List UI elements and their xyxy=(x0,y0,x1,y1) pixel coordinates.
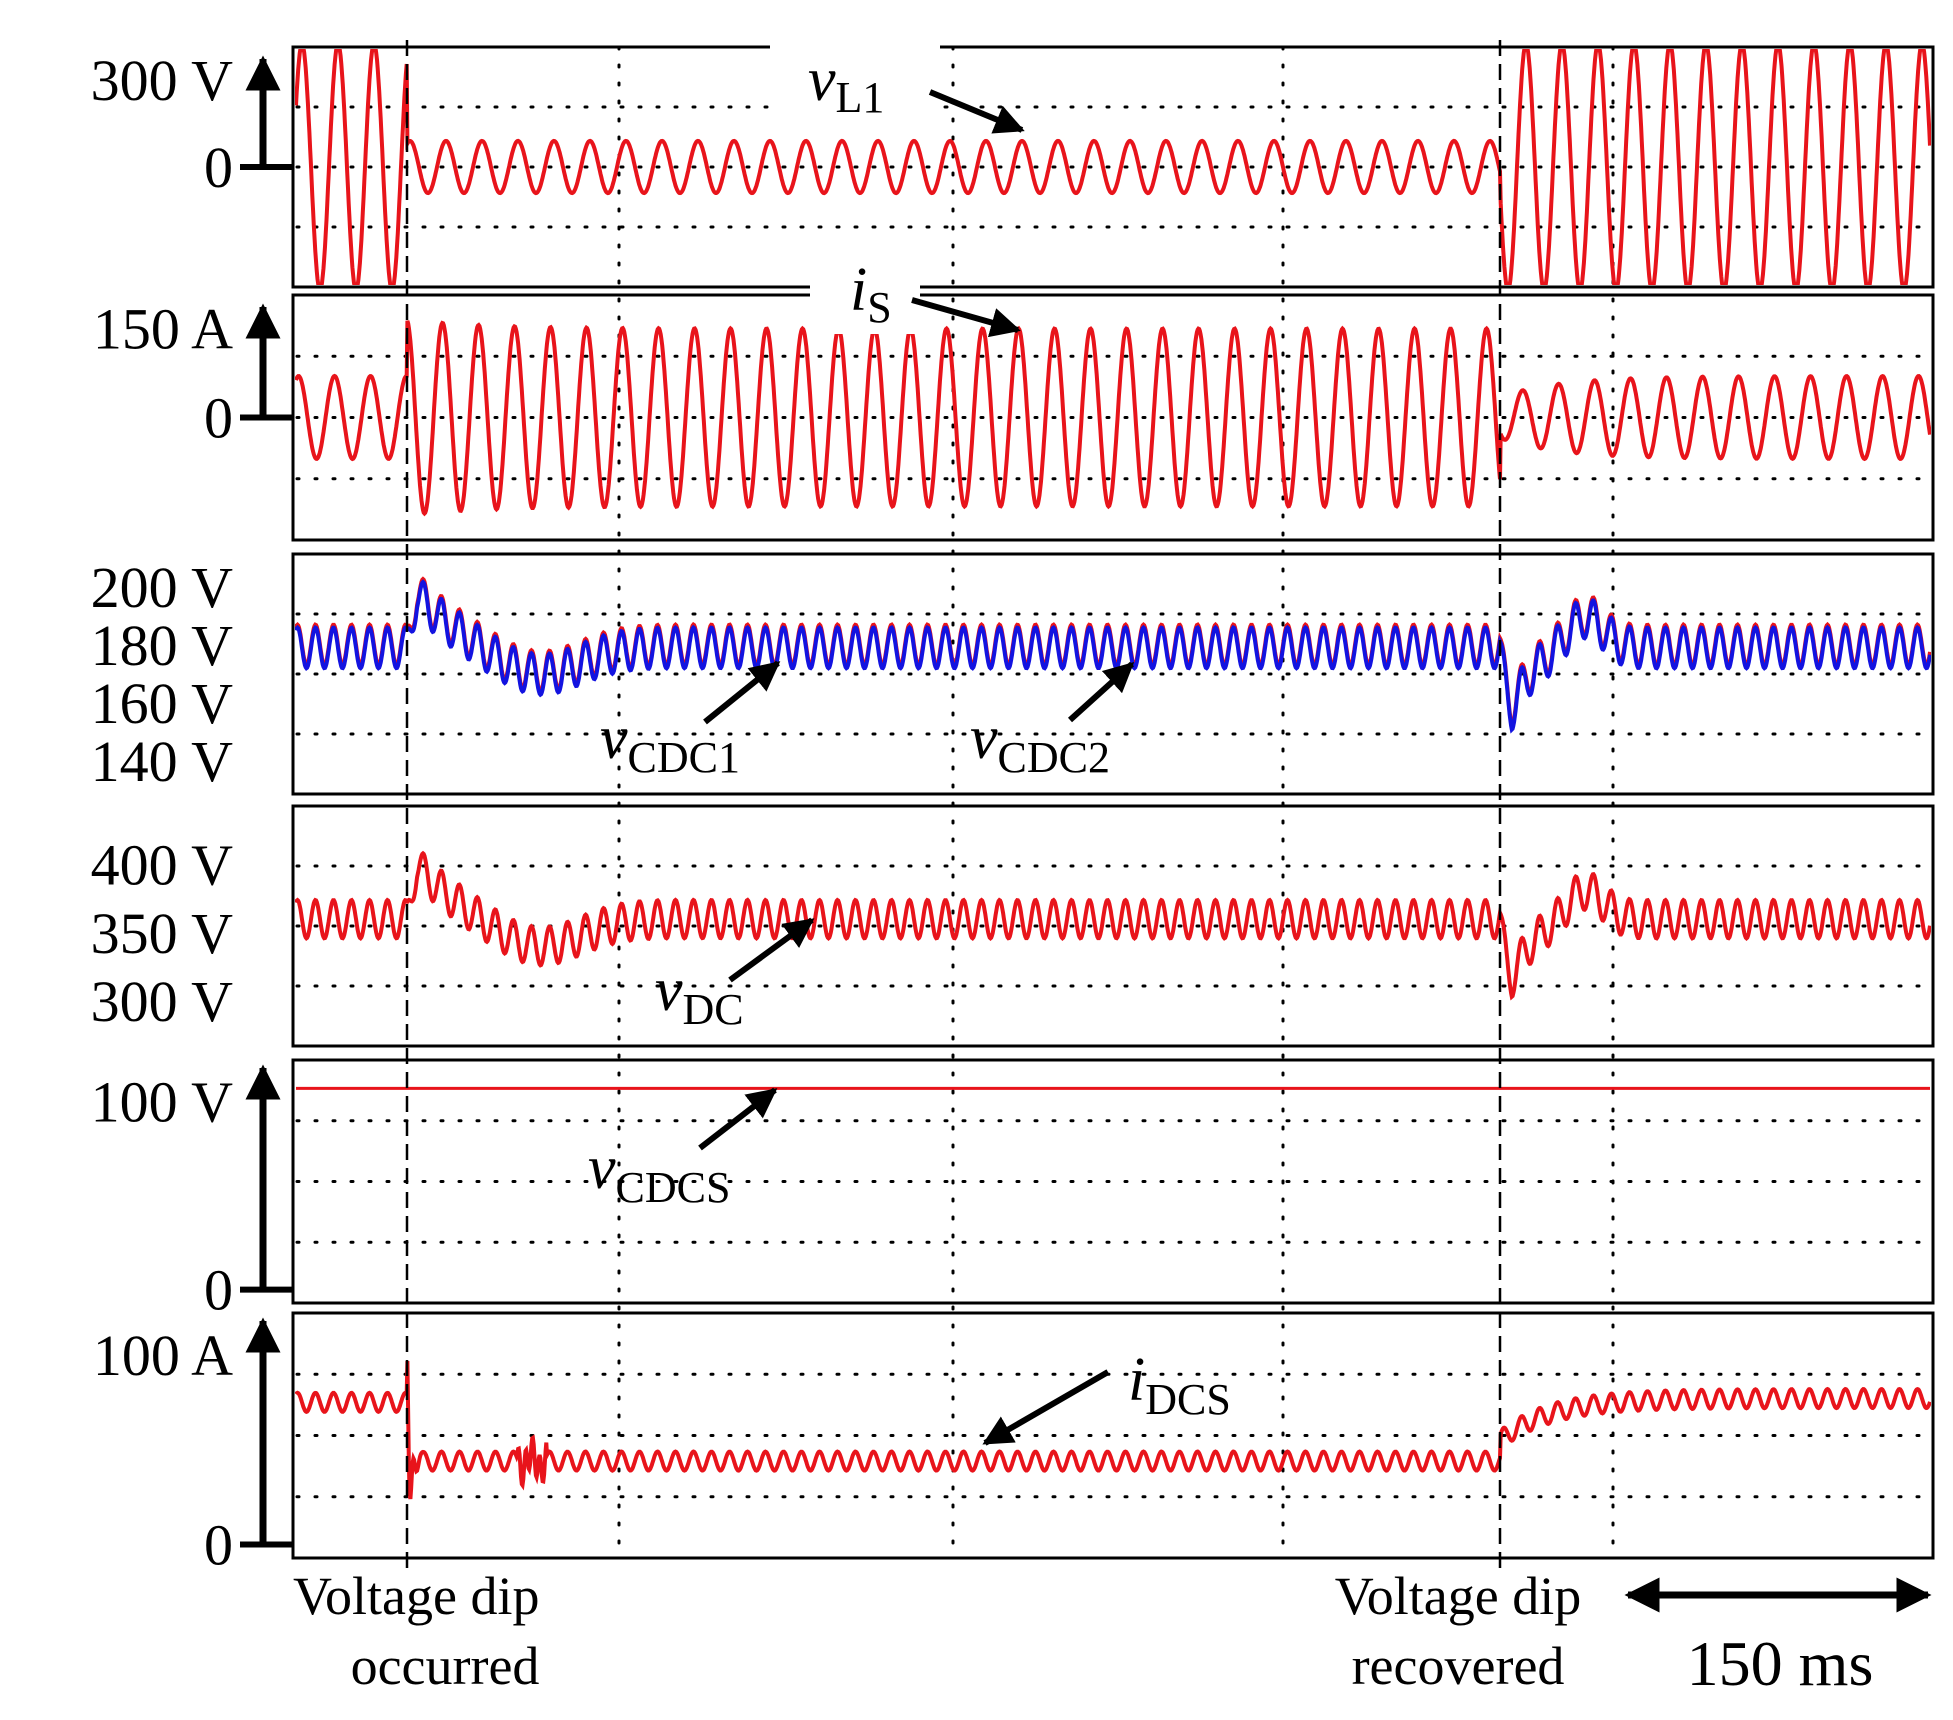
label-vcdcs: vCDCS xyxy=(588,1134,730,1212)
caption-dip-recovered-2: recovered xyxy=(1352,1636,1565,1696)
arrow-idcs xyxy=(982,1369,1110,1446)
panel-vcdc-frame xyxy=(291,552,1935,796)
trace-idcs xyxy=(295,1360,1931,1500)
caption-dip-occurred-1: Voltage dip xyxy=(293,1566,539,1626)
arrow-vdc xyxy=(728,917,815,983)
label-bg-vl1 xyxy=(770,38,940,118)
panel-frames xyxy=(291,45,1935,1560)
label-vl1: vL1 xyxy=(808,46,884,122)
label-is: iS xyxy=(850,256,892,332)
tick-label: 350 V xyxy=(91,901,233,966)
tick-label: 400 V xyxy=(91,833,233,898)
tick-label: 100 V xyxy=(91,1070,233,1135)
tick-label: 0 xyxy=(204,1258,233,1323)
timescale-label: 150 ms xyxy=(1687,1628,1874,1699)
panel-vcdcs-frame xyxy=(291,1058,1935,1305)
tick-label: 160 V xyxy=(91,671,233,736)
tick-label: 0 xyxy=(204,1513,233,1578)
dotted-grid xyxy=(295,45,1931,1560)
label-vdc: vDC xyxy=(655,956,744,1034)
arrow-vcdc2 xyxy=(1067,661,1135,723)
tick-label: 0 xyxy=(204,386,233,451)
panel-idcs-frame xyxy=(291,1311,1935,1560)
trace-vcdc2 xyxy=(295,579,1931,734)
trace-vdc xyxy=(295,850,1931,1001)
panel-vdc-frame xyxy=(291,804,1935,1048)
tick-label: 300 V xyxy=(91,48,233,113)
waveform-traces xyxy=(295,49,1931,1500)
panel-is-frame xyxy=(291,293,1935,542)
trace-is xyxy=(295,320,1931,517)
tick-label: 0 xyxy=(204,135,233,200)
arrow-vcdc1 xyxy=(703,660,781,725)
label-bg-is xyxy=(810,276,920,334)
tick-label: 100 A xyxy=(93,1323,233,1388)
timescale: 150 ms xyxy=(1624,1577,1932,1699)
arrow-is xyxy=(911,297,1021,338)
series-labels: vL1 iS vCDC1 vCDC2 vDC vCDCS iDCS xyxy=(588,46,1231,1424)
tick-label: 140 V xyxy=(91,729,233,794)
event-captions: Voltage dip occurred Voltage dip recover… xyxy=(293,1566,1581,1696)
caption-dip-occurred-2: occurred xyxy=(351,1636,540,1696)
trace-vl1 xyxy=(295,49,1931,285)
label-arrows xyxy=(698,89,1135,1446)
tick-label: 300 V xyxy=(91,969,233,1034)
arrow-vl1 xyxy=(928,89,1025,134)
tick-label: 150 A xyxy=(93,297,233,362)
arrow-vcdcs xyxy=(698,1087,778,1151)
tick-label: 200 V xyxy=(91,555,233,620)
caption-dip-recovered-1: Voltage dip xyxy=(1335,1566,1581,1626)
label-vcdc2: vCDC2 xyxy=(970,704,1110,782)
event-markers xyxy=(405,40,1502,1572)
label-idcs: iDCS xyxy=(1128,1346,1231,1424)
panel-vl1-frame xyxy=(291,45,1935,289)
label-vcdc1: vCDC1 xyxy=(600,704,740,782)
tick-label: 180 V xyxy=(91,613,233,678)
